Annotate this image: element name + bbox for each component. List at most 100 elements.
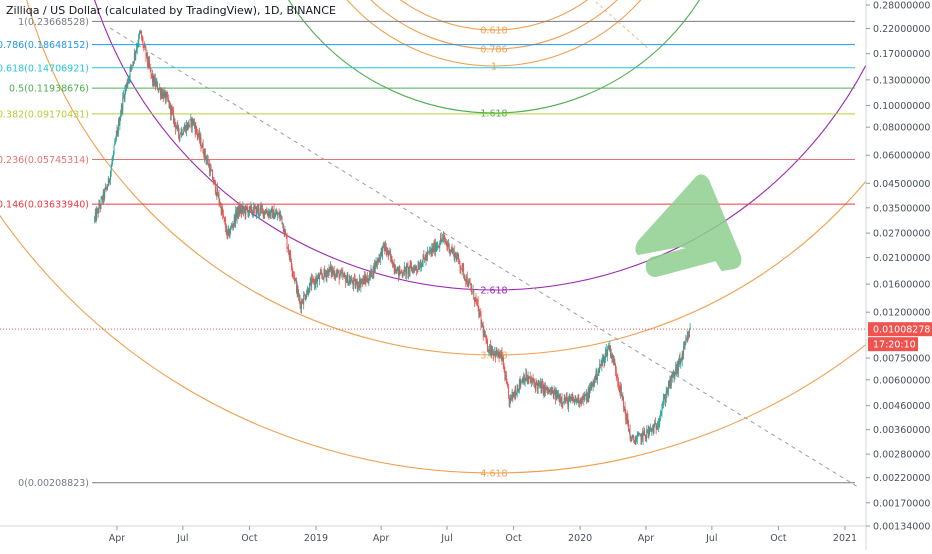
candle-body bbox=[263, 210, 265, 216]
candle-body bbox=[209, 167, 211, 174]
up-arrow[interactable] bbox=[635, 174, 742, 277]
fib-arc bbox=[94, 0, 866, 291]
candle-body bbox=[292, 271, 294, 273]
candle-body bbox=[139, 31, 141, 34]
candle-body bbox=[557, 395, 559, 397]
candle-body bbox=[442, 237, 444, 240]
candle-body bbox=[122, 96, 124, 110]
candle-body bbox=[212, 179, 214, 182]
candle-body bbox=[368, 280, 370, 283]
candle-body bbox=[546, 386, 548, 391]
candle-body bbox=[392, 263, 394, 268]
candle-body bbox=[680, 358, 682, 364]
candle-body bbox=[369, 273, 371, 275]
candle-body bbox=[432, 245, 434, 252]
candle-body bbox=[172, 110, 174, 123]
candle-body bbox=[645, 435, 647, 438]
y-tick-label: 0.00134000 bbox=[873, 522, 930, 533]
candle-body bbox=[217, 187, 219, 196]
candle-body bbox=[207, 159, 209, 166]
candle-body bbox=[498, 356, 500, 358]
candle-body bbox=[299, 299, 301, 305]
candle-body bbox=[420, 264, 422, 268]
candle-body bbox=[316, 278, 318, 282]
candle-body bbox=[112, 157, 114, 162]
candle-body bbox=[656, 428, 658, 430]
candle-body bbox=[152, 76, 154, 83]
candle-body bbox=[670, 378, 672, 386]
candle-body bbox=[422, 254, 424, 263]
candle-body bbox=[487, 340, 488, 351]
candle-body bbox=[346, 274, 348, 281]
candle-body bbox=[363, 277, 365, 284]
candle-body bbox=[513, 394, 515, 397]
candle-body bbox=[186, 124, 187, 133]
candle-body bbox=[256, 207, 258, 216]
fib-level-label: 0.382(0.09170431) bbox=[0, 109, 89, 120]
candle-body bbox=[610, 354, 612, 357]
candle-body bbox=[476, 298, 478, 301]
candle-body bbox=[340, 271, 342, 276]
candle-body bbox=[483, 331, 485, 335]
candle-body bbox=[149, 60, 151, 68]
candle-body bbox=[366, 277, 368, 282]
candle-body bbox=[558, 395, 560, 402]
candle-body bbox=[552, 389, 554, 393]
candle-body bbox=[657, 426, 659, 430]
candle-body bbox=[529, 376, 531, 381]
candle-body bbox=[550, 389, 551, 393]
candle-body bbox=[495, 349, 497, 357]
up-arrow-drawing[interactable] bbox=[635, 174, 742, 277]
candle-body bbox=[667, 381, 669, 392]
candle-body bbox=[302, 302, 304, 304]
candle-body bbox=[597, 375, 598, 379]
candle-body bbox=[416, 268, 418, 270]
candle-body bbox=[480, 313, 482, 324]
candle-body bbox=[631, 436, 633, 439]
candle-body bbox=[623, 396, 625, 407]
y-tick-label: 0.01200000 bbox=[873, 308, 930, 319]
candle-body bbox=[227, 229, 229, 235]
candle-body bbox=[636, 435, 638, 440]
y-tick-label: 0.17000000 bbox=[873, 49, 930, 60]
candle-body bbox=[539, 382, 541, 386]
candle-body bbox=[217, 194, 219, 196]
candle-body bbox=[564, 397, 566, 402]
candle-body bbox=[199, 137, 201, 141]
candle-body bbox=[423, 254, 425, 258]
candle-body bbox=[458, 254, 460, 260]
candle-body bbox=[647, 429, 649, 434]
candle-body bbox=[516, 387, 518, 395]
candle-body bbox=[264, 210, 266, 214]
candle-body bbox=[531, 378, 533, 381]
candle-body bbox=[152, 74, 153, 83]
candle-body bbox=[180, 130, 182, 135]
candle-body bbox=[452, 250, 454, 253]
candle-body bbox=[211, 170, 213, 172]
candle-body bbox=[235, 211, 237, 224]
candle-body bbox=[344, 274, 346, 277]
candle-body bbox=[463, 275, 465, 277]
candle-body bbox=[129, 69, 131, 79]
candle-body bbox=[125, 88, 127, 90]
candle-body bbox=[570, 397, 572, 400]
candle-body bbox=[379, 252, 381, 260]
candle-body bbox=[114, 141, 116, 146]
candle-body bbox=[484, 331, 486, 338]
candle-body bbox=[528, 376, 530, 379]
candle-body bbox=[457, 254, 459, 257]
candle-body bbox=[161, 91, 163, 97]
fib-arc bbox=[399, 0, 589, 31]
candle-body bbox=[543, 385, 545, 394]
candle-body bbox=[216, 187, 218, 195]
fib-arc bbox=[288, 0, 700, 114]
candle-body bbox=[244, 209, 246, 215]
candle-body bbox=[252, 212, 254, 215]
candle-body bbox=[156, 82, 158, 84]
candle-body bbox=[641, 433, 643, 442]
candle-body bbox=[555, 391, 557, 399]
candle-body bbox=[667, 391, 669, 393]
candle-body bbox=[617, 376, 619, 383]
